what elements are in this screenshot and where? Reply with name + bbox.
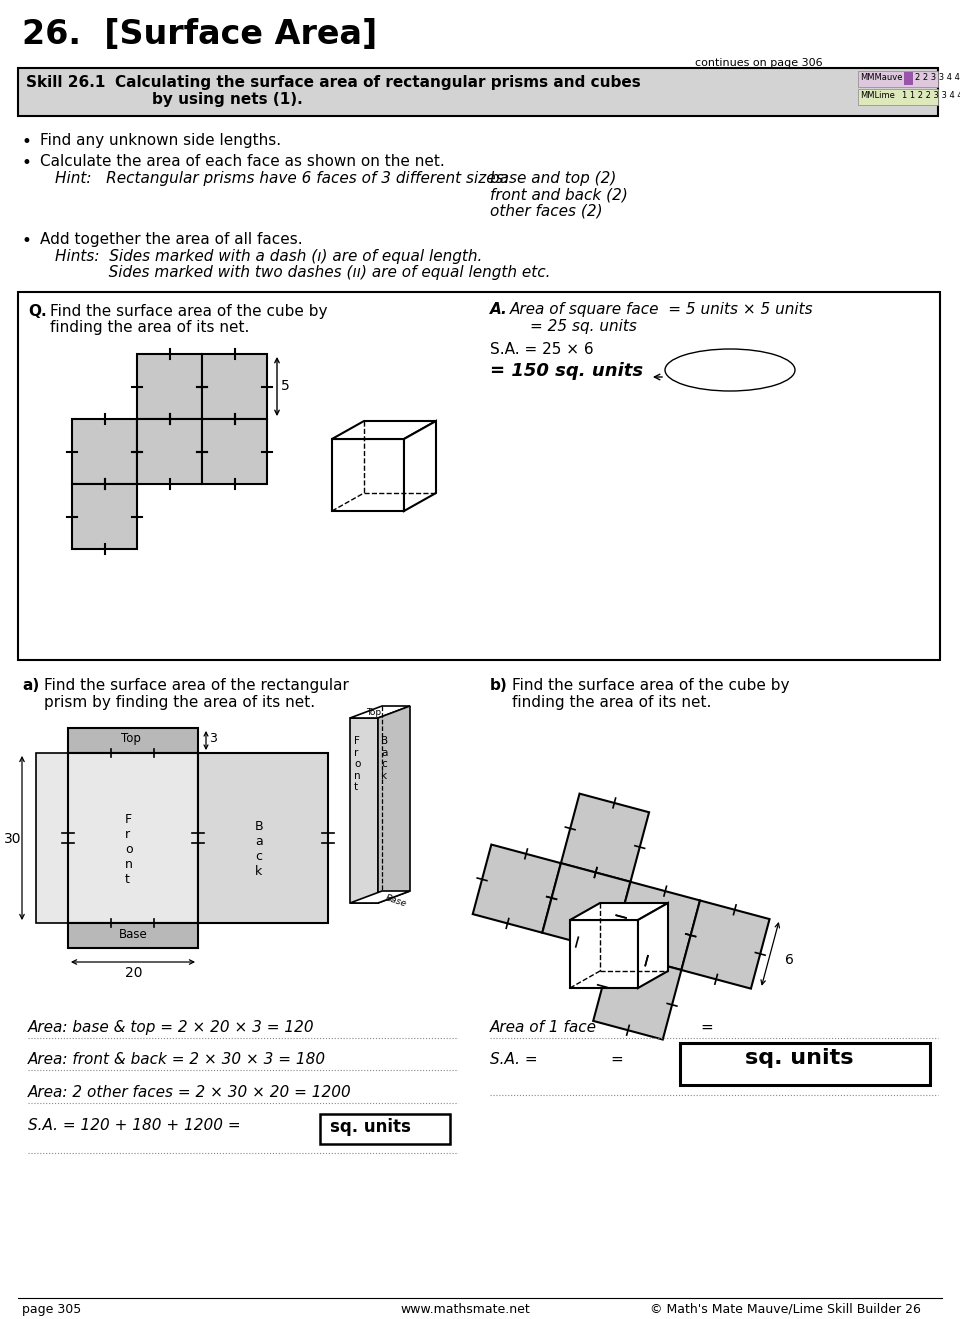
Text: www.mathsmate.net: www.mathsmate.net — [400, 1303, 530, 1316]
Text: Area: base & top = 2 × 20 × 3 = 120: Area: base & top = 2 × 20 × 3 = 120 — [28, 1020, 315, 1035]
Text: =: = — [610, 1053, 623, 1067]
Text: •: • — [22, 133, 32, 150]
Bar — [68, 753, 198, 923]
Text: Area of 1 face: Area of 1 face — [490, 1020, 597, 1035]
Text: page 305: page 305 — [22, 1303, 82, 1316]
Text: 1 1 2 2 3 3 4 4: 1 1 2 2 3 3 4 4 — [902, 91, 960, 100]
Bar — [858, 88, 938, 106]
Bar — [137, 419, 202, 484]
Bar — [68, 728, 198, 753]
Text: Hint:   Rectangular prisms have 6 faces of 3 different sizes:: Hint: Rectangular prisms have 6 faces of… — [55, 171, 509, 186]
Text: by using nets (1).: by using nets (1). — [152, 92, 302, 107]
Text: A.: A. — [490, 302, 508, 317]
Polygon shape — [350, 718, 378, 904]
Text: 26.  [Surface Area]: 26. [Surface Area] — [22, 18, 377, 51]
Text: Top: Top — [121, 732, 141, 745]
Text: B
a
c
k: B a c k — [255, 820, 264, 878]
Text: F
r
o
n
t: F r o n t — [125, 813, 132, 886]
Text: Area of square face  = 5 units × 5 units: Area of square face = 5 units × 5 units — [510, 302, 814, 317]
Polygon shape — [612, 882, 700, 969]
Polygon shape — [378, 706, 410, 904]
Bar — [680, 1043, 930, 1086]
Text: Find the surface area of the cube by: Find the surface area of the cube by — [512, 678, 789, 692]
Text: 30: 30 — [4, 832, 21, 845]
Text: Calculating the surface area of rectangular prisms and cubes: Calculating the surface area of rectangu… — [115, 75, 640, 90]
Polygon shape — [472, 844, 561, 933]
Text: = 150 sq. units: = 150 sq. units — [490, 361, 643, 380]
Text: Find any unknown side lengths.: Find any unknown side lengths. — [40, 133, 281, 148]
Text: Skill 26.1: Skill 26.1 — [26, 75, 106, 90]
Text: Add together the area of all faces.: Add together the area of all faces. — [40, 232, 302, 247]
Polygon shape — [570, 919, 638, 988]
Text: S.A. = 25 × 6: S.A. = 25 × 6 — [490, 342, 593, 357]
Text: S.A. = 120 + 180 + 1200 =: S.A. = 120 + 180 + 1200 = — [28, 1119, 241, 1133]
Bar — [202, 353, 267, 419]
Text: continues on page 306: continues on page 306 — [695, 58, 823, 69]
Bar — [137, 353, 202, 419]
Text: 2 2 3 3 4 4: 2 2 3 3 4 4 — [915, 73, 960, 82]
Bar — [18, 69, 938, 116]
Text: prism by finding the area of its net.: prism by finding the area of its net. — [44, 695, 315, 710]
Polygon shape — [593, 951, 682, 1039]
Text: Base: Base — [119, 929, 148, 940]
Text: Sides marked with two dashes (ıı) are of equal length etc.: Sides marked with two dashes (ıı) are of… — [55, 265, 550, 280]
Text: b): b) — [490, 678, 508, 692]
Bar — [68, 923, 198, 948]
Bar — [858, 71, 938, 87]
Polygon shape — [561, 794, 649, 882]
Text: 1: 1 — [905, 73, 911, 82]
Polygon shape — [570, 904, 668, 919]
Polygon shape — [542, 863, 631, 951]
Bar — [36, 753, 68, 923]
Polygon shape — [682, 901, 770, 989]
Bar — [72, 419, 137, 484]
Text: F
r
o
n
t: F r o n t — [354, 736, 361, 793]
Text: 3: 3 — [209, 732, 217, 745]
Text: other faces (2): other faces (2) — [490, 203, 603, 218]
Text: 6: 6 — [784, 954, 793, 967]
Text: A cube has: A cube has — [675, 356, 740, 369]
Ellipse shape — [665, 350, 795, 390]
Text: 6 identical faces: 6 identical faces — [675, 369, 772, 383]
Bar — [202, 419, 267, 484]
Text: © Math's Mate Mauve/Lime Skill Builder 26: © Math's Mate Mauve/Lime Skill Builder 2… — [650, 1303, 921, 1316]
Text: finding the area of its net.: finding the area of its net. — [50, 321, 250, 335]
Polygon shape — [404, 421, 436, 510]
Text: B
a
c
k: B a c k — [381, 736, 388, 781]
Polygon shape — [332, 421, 436, 439]
Text: 5: 5 — [281, 380, 290, 393]
Text: MMLime: MMLime — [860, 91, 895, 100]
Polygon shape — [350, 892, 410, 904]
Text: Top: Top — [366, 708, 381, 718]
Bar — [320, 1115, 450, 1144]
Bar — [198, 753, 328, 923]
Text: base and top (2): base and top (2) — [490, 171, 616, 186]
Text: Base: Base — [384, 893, 408, 909]
Text: a): a) — [22, 678, 39, 692]
Polygon shape — [350, 706, 410, 718]
Text: Hints:  Sides marked with a dash (ı) are of equal length.: Hints: Sides marked with a dash (ı) are … — [55, 249, 482, 264]
Text: MMMauve: MMMauve — [860, 73, 902, 82]
Text: 20: 20 — [125, 966, 142, 980]
Text: Q.: Q. — [28, 303, 47, 319]
Bar — [18, 291, 940, 660]
Text: •: • — [22, 232, 32, 251]
Text: =: = — [700, 1020, 712, 1035]
Polygon shape — [638, 904, 668, 988]
Text: Area: 2 other faces = 2 × 30 × 20 = 1200: Area: 2 other faces = 2 × 30 × 20 = 1200 — [28, 1086, 351, 1100]
Bar — [72, 484, 137, 549]
Polygon shape — [332, 439, 404, 510]
Text: sq. units: sq. units — [330, 1119, 411, 1136]
Text: •: • — [22, 154, 32, 171]
Text: = 25 sq. units: = 25 sq. units — [530, 319, 636, 334]
Text: finding the area of its net.: finding the area of its net. — [512, 695, 711, 710]
Text: S.A. =: S.A. = — [490, 1053, 538, 1067]
Text: front and back (2): front and back (2) — [490, 187, 628, 202]
Text: Find the surface area of the rectangular: Find the surface area of the rectangular — [44, 678, 348, 692]
Bar — [904, 73, 913, 84]
Text: Calculate the area of each face as shown on the net.: Calculate the area of each face as shown… — [40, 154, 444, 169]
Text: Area: front & back = 2 × 30 × 3 = 180: Area: front & back = 2 × 30 × 3 = 180 — [28, 1053, 326, 1067]
Text: sq. units: sq. units — [745, 1049, 853, 1068]
Text: Find the surface area of the cube by: Find the surface area of the cube by — [50, 303, 327, 319]
